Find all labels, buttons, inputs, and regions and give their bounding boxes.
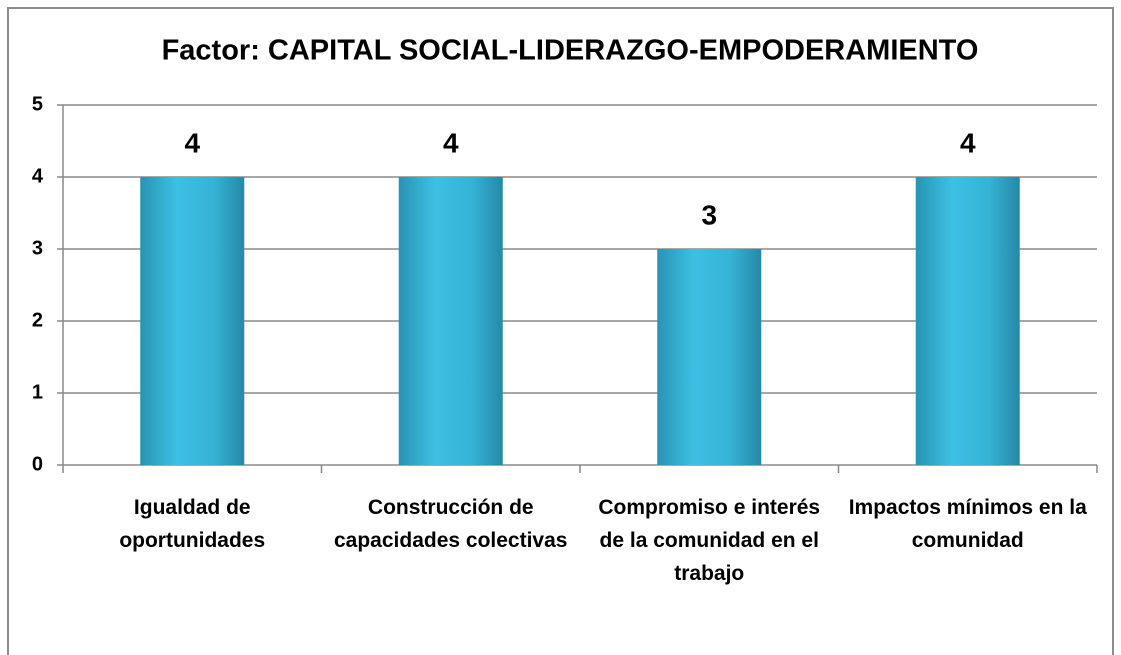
y-tick-label: 1 [32, 381, 43, 403]
y-tick-label: 3 [32, 237, 43, 259]
bar [657, 249, 762, 465]
y-tick-label: 5 [32, 93, 43, 115]
y-tick-label: 0 [32, 453, 43, 475]
chart-title: Factor: CAPITAL SOCIAL-LIDERAZGO-EMPODER… [162, 35, 979, 67]
value-label: 4 [443, 127, 459, 158]
x-tick-label: Construcción de capacidades colectivas [334, 496, 568, 552]
bar [915, 177, 1020, 465]
bar [140, 177, 245, 465]
x-tick-label: Compromiso e interés de la comunidad en … [598, 496, 821, 585]
value-label: 3 [701, 199, 717, 230]
frame [7, 7, 1114, 655]
value-label: 4 [184, 127, 200, 158]
x-tick-label: Impactos mínimos en la comunidad [848, 496, 1087, 552]
bar [398, 177, 503, 465]
x-tick-label: Igualdad de oportunidades [119, 496, 266, 552]
y-tick-label: 2 [32, 309, 43, 331]
value-label: 4 [960, 127, 976, 158]
y-tick-label: 4 [32, 165, 44, 187]
